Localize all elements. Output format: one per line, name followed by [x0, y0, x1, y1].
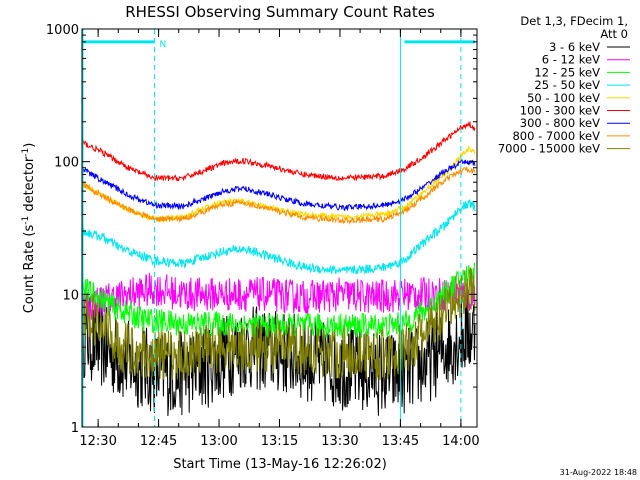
series-line-3 — [81, 198, 476, 275]
series-line-0 — [81, 292, 476, 417]
series-line-1 — [81, 272, 476, 324]
y-axis-label-sup1: -1 — [21, 216, 31, 225]
series-layer — [81, 121, 476, 417]
x-tick-label-1: 12:45 — [140, 434, 177, 449]
y-axis-label: Count Rate (s-1 detector-1) — [21, 143, 37, 314]
y-tick-label-0: 1 — [71, 421, 79, 436]
chart-title: RHESSI Observing Summary Count Rates — [125, 3, 435, 21]
legend-label-5: 100 - 300 keV — [520, 104, 600, 118]
legend-label-2: 12 - 25 keV — [534, 65, 600, 79]
series-line-5 — [81, 121, 476, 182]
y-tick-label-2: 100 — [54, 156, 79, 171]
series-line-6 — [81, 159, 476, 212]
tick-layer: 12:30 12:45 13:00 13:15 13:30 13:45 14:00 1 10 10… — [46, 23, 480, 449]
series-line-4 — [81, 145, 476, 222]
legend-header-line2: Att 0 — [600, 27, 628, 41]
y-axis-label-tail: detector — [22, 156, 37, 216]
legend-label-3: 25 - 50 keV — [534, 78, 600, 92]
legend-label-1: 6 - 12 keV — [542, 53, 600, 67]
series-line-8 — [81, 267, 476, 381]
night-marker-label: N — [160, 40, 167, 50]
y-axis-label-end: ) — [22, 143, 37, 148]
legend-label-8: 7000 - 15000 keV — [498, 142, 600, 156]
x-tick-label-2: 13:00 — [200, 434, 237, 449]
y-axis-label-main: Count Rate (s — [22, 225, 37, 314]
series-line-7 — [81, 166, 476, 225]
x-tick-label-4: 13:30 — [321, 434, 358, 449]
x-tick-label-6: 14:00 — [442, 434, 479, 449]
x-tick-label-3: 13:15 — [261, 434, 298, 449]
x-axis-label: Start Time (13-May-16 12:26:02) — [173, 457, 387, 472]
x-tick-label-0: 12:30 — [79, 434, 116, 449]
legend-header-line1: Det 1,3, FDecim 1, — [520, 14, 628, 28]
y-axis-label-sup2: -1 — [21, 148, 31, 157]
y-tick-label-1: 10 — [62, 288, 79, 303]
x-tick-label-5: 13:45 — [382, 434, 419, 449]
footer-timestamp: 31-Aug-2022 18:48 — [560, 468, 637, 477]
marker-layer: N — [82, 29, 475, 427]
y-tick-label-3: 1000 — [46, 23, 79, 38]
legend-label-7: 800 - 7000 keV — [512, 129, 600, 143]
legend-label-6: 300 - 800 keV — [520, 116, 600, 130]
legend-label-4: 50 - 100 keV — [527, 91, 600, 105]
legend-label-0: 3 - 6 keV — [549, 40, 600, 54]
